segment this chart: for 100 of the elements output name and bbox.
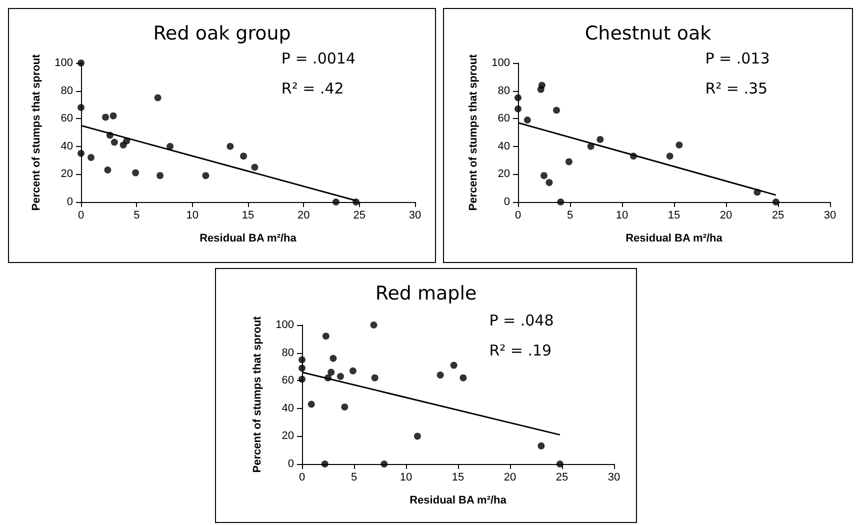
point (322, 332, 330, 340)
x-tick-label: 10 (616, 210, 628, 222)
point (630, 152, 637, 160)
point (540, 172, 548, 180)
point (298, 376, 306, 383)
y-tick-label: 100 (492, 57, 510, 69)
point (460, 374, 467, 382)
point (324, 374, 332, 382)
point (156, 172, 164, 180)
point (88, 154, 95, 162)
y-tick-label: 80 (60, 84, 73, 97)
point (298, 356, 306, 364)
point (330, 354, 337, 362)
point (336, 372, 344, 380)
point (349, 367, 356, 374)
chart-title: Red maple (375, 282, 477, 304)
x-axis-title: Residual BA m²/ha (626, 232, 724, 244)
point (328, 368, 335, 376)
point (78, 104, 84, 111)
x-tick-label: 30 (824, 210, 836, 222)
x-tick-label: 15 (452, 472, 464, 484)
x-tick-label: 0 (514, 210, 522, 222)
point (380, 460, 388, 468)
y-tick-label: 100 (54, 57, 73, 69)
annotation: P = .0014 (281, 50, 356, 68)
x-tick-label: 25 (772, 210, 784, 222)
point (202, 172, 210, 180)
point (546, 179, 553, 186)
x-tick-label: 25 (556, 472, 568, 484)
y-tick-label: 0 (66, 196, 73, 208)
point (436, 372, 444, 379)
point (332, 198, 340, 206)
y-tick-label: 40 (60, 140, 73, 152)
x-tick-label: 0 (298, 472, 306, 484)
annotation: R² = .35 (705, 80, 768, 98)
x-tick-label: 20 (720, 210, 732, 222)
point (110, 112, 117, 120)
annotation: R² = .19 (489, 342, 552, 360)
y-tick-label: 20 (282, 430, 294, 442)
point (166, 142, 174, 150)
point (587, 142, 594, 150)
point (514, 105, 522, 112)
point (102, 114, 109, 121)
point (226, 142, 234, 150)
point (123, 137, 130, 144)
y-tick-label: 20 (60, 168, 73, 180)
y-tick-label: 40 (282, 402, 294, 414)
point (78, 150, 84, 157)
y-tick-label: 60 (282, 374, 294, 387)
y-tick-label: 20 (498, 168, 510, 180)
y-tick-label: 100 (276, 319, 294, 331)
x-tick-label: 10 (186, 210, 198, 222)
point (251, 164, 258, 171)
chart-title: Chestnut oak (584, 22, 712, 44)
y-tick-label: 80 (498, 84, 510, 97)
point (321, 460, 328, 468)
point (514, 94, 522, 102)
point (666, 152, 674, 160)
point (154, 94, 162, 102)
point (596, 136, 604, 143)
y-tick-label: 0 (504, 196, 510, 208)
point (676, 142, 683, 149)
x-tick-label: 10 (400, 472, 412, 484)
x-tick-label: 20 (298, 210, 310, 222)
x-tick-label: 15 (668, 210, 680, 222)
chart-title: Red oak group (153, 22, 291, 44)
point (308, 400, 315, 408)
y-tick-label: 60 (498, 112, 510, 125)
point (414, 432, 421, 440)
y-axis-title: Percent of stumps that sprout (252, 316, 264, 473)
y-tick-label: 0 (288, 458, 294, 470)
x-tick-label: 15 (242, 210, 254, 222)
point (450, 362, 458, 369)
point (371, 374, 378, 382)
point (106, 132, 114, 139)
point (772, 198, 780, 206)
y-tick-label: 80 (282, 346, 294, 359)
point (524, 116, 531, 124)
point (557, 198, 564, 206)
annotation: P = .048 (489, 312, 554, 330)
point (538, 442, 545, 450)
x-tick-label: 30 (408, 210, 422, 222)
point (370, 322, 378, 328)
annotation: P = .013 (705, 50, 770, 68)
point (341, 404, 348, 411)
point (556, 460, 564, 468)
point (110, 138, 118, 146)
point (132, 169, 140, 176)
y-axis-title: Percent of stumps that sprout (468, 54, 480, 211)
x-axis-title: Residual BA m²/ha (410, 494, 508, 506)
annotation: R² = .42 (281, 80, 344, 98)
point (104, 166, 112, 174)
y-tick-label: 60 (60, 112, 73, 125)
point (240, 152, 248, 160)
x-tick-label: 5 (350, 472, 358, 484)
point (754, 188, 761, 196)
x-tick-label: 30 (608, 472, 620, 484)
point (538, 82, 546, 89)
point (298, 364, 306, 372)
point (565, 158, 572, 166)
